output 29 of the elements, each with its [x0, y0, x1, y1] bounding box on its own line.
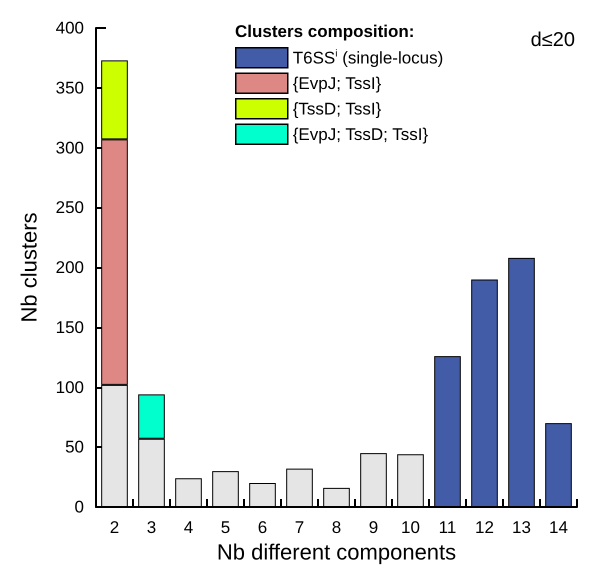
y-tick-label: 400 — [56, 18, 84, 38]
y-tick-label: 50 — [65, 438, 84, 457]
x-tick-label: 13 — [512, 518, 531, 537]
x-tick-label: 9 — [368, 518, 378, 537]
legend-label: {EvpJ; TssI} — [292, 74, 382, 93]
y-tick-label: 100 — [56, 378, 84, 397]
x-tick-label: 10 — [401, 518, 420, 537]
y-tick-label: 200 — [56, 258, 84, 277]
legend-label: {TssD; TssI} — [292, 99, 382, 118]
legend-label: {EvpJ; TssD; TssI} — [292, 124, 428, 144]
x-tick-label: 5 — [220, 518, 230, 537]
y-tick-label: 300 — [56, 138, 84, 158]
x-tick-label: 14 — [549, 518, 568, 537]
annotation: d≤20 — [530, 29, 576, 51]
x-tick-label: 3 — [146, 518, 156, 537]
legend-title: Clusters composition: — [235, 22, 414, 41]
x-tick-label: 4 — [184, 518, 194, 537]
y-tick-label: 250 — [56, 198, 84, 218]
x-tick-label: 2 — [110, 518, 120, 537]
x-tick-label: 7 — [294, 518, 304, 537]
x-tick-label: 12 — [475, 518, 494, 537]
y-tick-label: 150 — [56, 318, 84, 337]
x-tick-label: 6 — [258, 518, 268, 537]
x-axis-title: Nb different components — [216, 540, 456, 564]
x-tick-label: 8 — [332, 518, 342, 537]
x-tick-label: 11 — [438, 518, 456, 537]
y-tick-label: 0 — [74, 498, 84, 516]
y-axis-title: Nb clusters — [16, 212, 42, 323]
y-tick-label: 350 — [56, 78, 84, 98]
